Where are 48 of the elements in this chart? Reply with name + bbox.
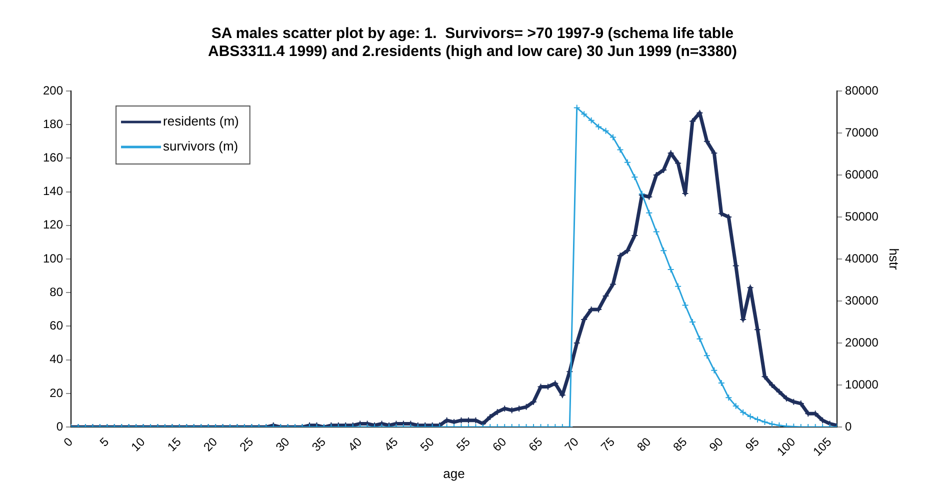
y-tick-label: 140: [42, 184, 64, 198]
x-tick-label: 50: [417, 434, 438, 454]
x-tick-label: 95: [742, 434, 762, 454]
y-tick-label: 200: [42, 83, 64, 98]
x-tick-label: 100: [774, 434, 798, 459]
y-tick-label: 20: [50, 386, 64, 400]
y-tick-label: 160: [42, 150, 64, 165]
legend-label: residents (m): [163, 114, 239, 129]
y2-tick-label: 30000: [845, 293, 879, 308]
x-tick-label: 5: [96, 434, 112, 450]
y-tick-label: 80: [50, 284, 64, 299]
x-tick-label: 0: [60, 434, 76, 450]
y-tick-label: 180: [42, 116, 64, 131]
x-tick-label: 10: [128, 434, 148, 454]
x-tick-label: 75: [598, 434, 618, 454]
x-tick-label: 90: [706, 434, 726, 454]
x-tick-label: 35: [309, 434, 329, 454]
x-tick-label: 30: [272, 434, 293, 454]
text: ABS3311.4 1999) and 2.residents (high and low care) 30 Jun 1999 (n=3380): [208, 43, 737, 60]
y2-tick-label: 20000: [845, 335, 879, 350]
x-tick-label: 65: [526, 434, 546, 454]
legend-label: survivors (m): [163, 138, 238, 154]
x-tick-label: 80: [634, 434, 654, 454]
x-tick-label: 105: [810, 434, 834, 459]
y-tick-label: 40: [50, 352, 64, 366]
y2-tick-label: 60000: [845, 167, 879, 182]
y2-tick-label: 80000: [845, 83, 879, 98]
x-tick-label: 40: [345, 434, 365, 454]
x-tick-label: 20: [200, 434, 220, 454]
x-tick-label: 70: [562, 434, 582, 454]
y2-tick-label: 0: [845, 419, 852, 434]
y2-tick-label: 40000: [845, 251, 879, 266]
text: SA males scatter plot by age: 1. Survivors= >70 1997-9 (schema life table: [211, 25, 734, 42]
y-tick-label: 60: [50, 318, 64, 333]
x-tick-label: 15: [164, 434, 184, 454]
x-tick-label: 25: [236, 434, 256, 454]
y2-tick-label: 10000: [845, 377, 879, 392]
x-tick-label: 60: [490, 434, 510, 454]
x-tick-label: 45: [381, 434, 401, 454]
y-tick-label: 100: [42, 251, 64, 266]
x-axis-title: age: [443, 466, 465, 481]
y2-tick-label: 50000: [845, 209, 879, 224]
y2-axis-title: hstr: [886, 248, 902, 271]
y-tick-label: 0: [56, 419, 64, 434]
x-tick-label: 55: [454, 434, 474, 454]
x-tick-label: 85: [670, 434, 690, 454]
y-tick-label: 120: [42, 218, 64, 232]
y2-tick-label: 70000: [845, 125, 879, 140]
